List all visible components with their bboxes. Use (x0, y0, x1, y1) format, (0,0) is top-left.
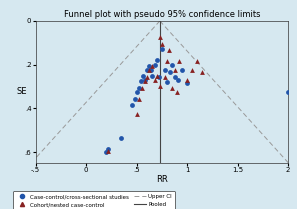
Point (195, 60, 200, 63)
Point (106, 147, 111, 150)
Point (146, 64, 151, 67)
X-axis label: RR: RR (156, 175, 168, 184)
Point (157, 85, 162, 88)
Point (286, 90, 290, 94)
Point (104, 150, 109, 154)
Point (185, 78, 189, 82)
Point (148, 68, 153, 72)
Point (176, 78, 180, 82)
Y-axis label: SE: SE (17, 87, 27, 97)
Point (106, 149, 111, 153)
Point (175, 90, 179, 94)
Point (134, 90, 139, 94)
Point (139, 86, 144, 89)
Point (132, 97, 137, 100)
Point (152, 63, 157, 66)
Point (185, 82, 189, 85)
Point (157, 36, 162, 39)
Legend: Case-control/cross-sectional studies, Cohort/nested case-control, Lower CI, Uppe: Case-control/cross-sectional studies, Co… (13, 191, 175, 209)
Point (159, 42, 164, 46)
Point (129, 103, 134, 107)
Point (119, 136, 124, 140)
Point (134, 112, 139, 116)
Point (190, 68, 195, 72)
Point (170, 86, 174, 89)
Point (146, 68, 151, 72)
Point (142, 79, 147, 83)
Point (162, 68, 167, 72)
Point (159, 48, 164, 51)
Point (136, 97, 141, 100)
Point (138, 79, 143, 83)
Point (165, 80, 169, 84)
Point (173, 75, 177, 78)
Point (200, 71, 205, 74)
Point (157, 75, 161, 78)
Point (136, 86, 141, 89)
Point (149, 64, 154, 67)
Point (180, 68, 184, 72)
Point (167, 49, 171, 52)
Point (144, 68, 149, 72)
Point (173, 68, 177, 72)
Point (170, 63, 174, 66)
Point (152, 78, 157, 82)
Title: Funnel plot with pseudo 95% confidence limits: Funnel plot with pseudo 95% confidence l… (64, 10, 260, 19)
Point (154, 74, 159, 77)
Point (140, 74, 145, 77)
Point (168, 71, 172, 74)
Point (177, 60, 181, 63)
Point (162, 75, 167, 78)
Point (154, 59, 159, 62)
Point (144, 75, 149, 78)
Point (142, 78, 147, 82)
Point (165, 60, 169, 63)
Point (149, 74, 154, 77)
